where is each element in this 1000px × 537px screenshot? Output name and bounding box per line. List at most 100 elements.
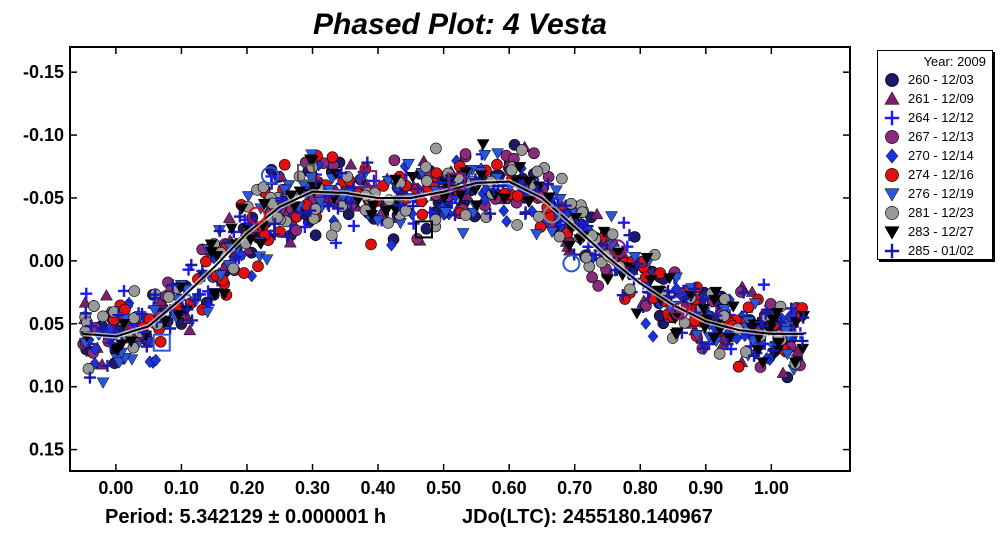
data-point — [181, 303, 194, 316]
data-point — [662, 284, 675, 297]
data-point — [185, 259, 198, 272]
data-point — [225, 223, 238, 235]
data-point — [104, 337, 117, 350]
data-point — [200, 255, 212, 268]
data-point — [709, 286, 723, 299]
data-point — [84, 320, 97, 333]
legend-item: 285 - 01/02 — [878, 241, 992, 260]
jd-label: JDo(LTC): 2455180.140967 — [462, 506, 713, 528]
data-point — [553, 230, 566, 243]
data-point — [213, 224, 226, 237]
data-point — [788, 357, 802, 369]
data-point — [448, 209, 461, 222]
data-point — [484, 207, 497, 220]
legend-item: 260 - 12/03 — [878, 70, 992, 89]
data-point — [382, 217, 394, 229]
data-point — [345, 197, 358, 210]
data-point — [96, 377, 110, 389]
data-point — [368, 174, 381, 187]
data-point — [278, 184, 291, 196]
data-point — [284, 190, 298, 202]
legend-marker-shape — [884, 225, 900, 240]
legend-marker-icon — [884, 225, 900, 240]
legend-marker-icon — [884, 90, 900, 105]
data-point — [513, 162, 527, 174]
data-point — [605, 211, 618, 223]
legend-marker-icon — [885, 167, 899, 182]
data-point — [326, 151, 339, 163]
legend-marker-shape — [884, 243, 900, 258]
comparison-marker — [608, 239, 627, 258]
data-point — [82, 362, 95, 375]
data-point — [756, 357, 770, 369]
data-point — [611, 247, 625, 259]
legend-label: 281 - 12/23 — [908, 205, 974, 220]
data-point — [371, 215, 385, 227]
legend-marker-icon — [885, 205, 899, 220]
x-tick-label: 0.70 — [557, 478, 592, 498]
data-point — [78, 296, 92, 308]
data-point — [616, 289, 629, 302]
data-point — [124, 336, 138, 348]
comparison-marker — [670, 302, 689, 321]
legend-marker-icon — [884, 110, 900, 125]
data-point — [136, 307, 149, 320]
y-tick-label: -0.10 — [23, 125, 64, 145]
data-point — [172, 310, 186, 322]
data-point — [505, 164, 518, 177]
legend-item: 283 - 12/27 — [878, 222, 992, 241]
data-point — [737, 286, 750, 299]
data-point — [439, 207, 453, 219]
data-point — [680, 292, 693, 305]
data-point — [748, 349, 761, 362]
data-point — [295, 206, 308, 219]
data-point — [511, 219, 523, 231]
data-point — [214, 270, 228, 282]
data-point — [432, 176, 445, 189]
data-point — [164, 322, 177, 335]
data-point — [407, 199, 420, 212]
data-point — [797, 311, 810, 324]
data-point — [562, 240, 576, 253]
data-point — [309, 203, 322, 215]
x-tick-label: 0.50 — [426, 478, 461, 498]
data-point — [569, 212, 583, 225]
legend-label: 274 - 12/16 — [908, 167, 974, 182]
data-point — [628, 231, 641, 243]
data-point — [770, 308, 784, 320]
data-point — [789, 317, 803, 329]
legend-marker-shape — [885, 167, 899, 182]
data-point — [654, 267, 667, 279]
data-point — [757, 278, 770, 291]
data-point — [498, 204, 510, 218]
legend-label: 267 - 12/13 — [908, 129, 974, 144]
data-point — [698, 342, 711, 355]
data-point — [238, 267, 250, 279]
legend-marker-shape — [885, 147, 899, 164]
fit-curve — [83, 180, 805, 338]
data-point — [690, 330, 704, 342]
legend-marker-shape — [885, 129, 899, 144]
data-point — [241, 243, 255, 255]
data-point — [479, 193, 491, 207]
data-point — [150, 353, 162, 367]
data-point — [97, 310, 109, 323]
data-point — [459, 148, 472, 160]
data-point — [601, 274, 615, 286]
data-point — [393, 199, 406, 212]
data-point — [476, 139, 490, 151]
data-point — [186, 314, 199, 327]
data-point — [268, 228, 281, 241]
data-point — [766, 314, 780, 326]
data-point — [208, 289, 222, 301]
data-point — [774, 316, 787, 329]
data-point — [227, 262, 240, 275]
data-point — [416, 208, 429, 221]
x-tick-label: 0.80 — [623, 478, 658, 498]
y-tick-label: 0.00 — [29, 251, 64, 271]
data-point — [530, 229, 544, 241]
data-point — [379, 206, 393, 218]
period-label: Period: 5.342129 ± 0.000001 h — [105, 506, 387, 528]
data-point — [456, 228, 470, 240]
